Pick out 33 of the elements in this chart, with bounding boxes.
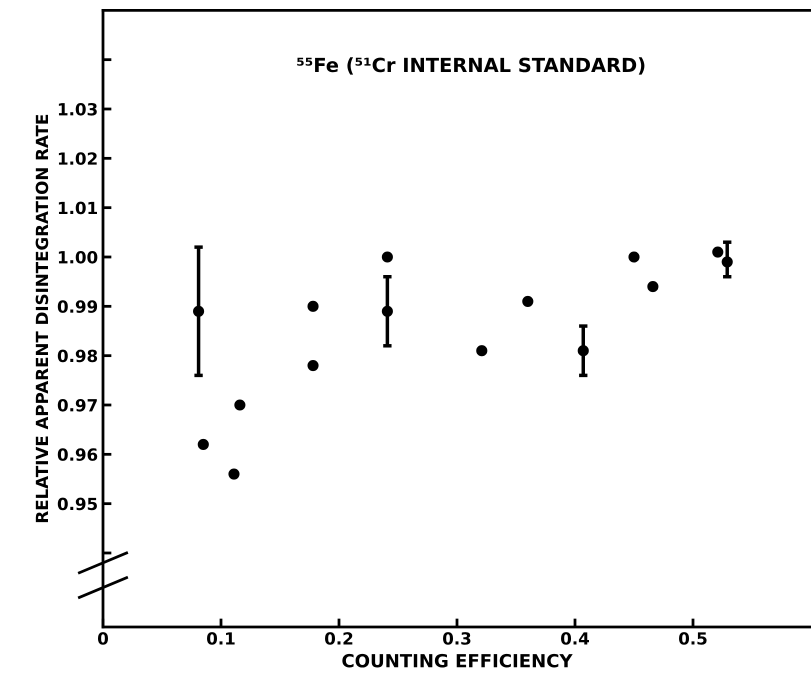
y-tick-label: 1.03 [58,102,97,116]
point [722,256,733,268]
x-axis-title: COUNTING EFFICIENCY [342,654,573,668]
point [628,251,640,263]
text: ⁵⁵Fe (⁵¹Cr INTERNAL STANDARD) [297,57,644,75]
point [307,300,319,312]
y-tick-label: 0.96 [58,448,98,461]
x-tick-label: 0.4 [561,632,589,645]
y-tick-label: 1.01 [58,202,97,214]
point [522,296,534,307]
y-tick-label: 0.97 [58,398,97,412]
x-tick-label: 0.5 [679,632,707,645]
x-tick-label: 0 [98,632,108,645]
y-tick-label: 1.00 [58,250,98,264]
point [307,360,319,372]
point [712,246,724,258]
point [647,281,658,292]
y-tick-label: 1.02 [58,152,97,165]
x-tick-label: 0.1 [207,632,235,645]
y-axis-title: RELATIVE APPARENT DISINTEGRATION RATE [36,114,48,522]
point [578,345,589,356]
point [234,399,246,411]
point [228,468,240,480]
point [198,438,209,450]
point [193,306,204,317]
x-tick-label: 0.3 [443,632,470,645]
point [476,345,488,356]
y-tick-label: 0.95 [58,498,97,510]
point [382,251,393,263]
x-tick-label: 0.2 [325,632,352,645]
y-tick-label: 0.99 [58,300,98,313]
point [382,306,393,317]
y-tick-label: 0.98 [58,350,98,362]
